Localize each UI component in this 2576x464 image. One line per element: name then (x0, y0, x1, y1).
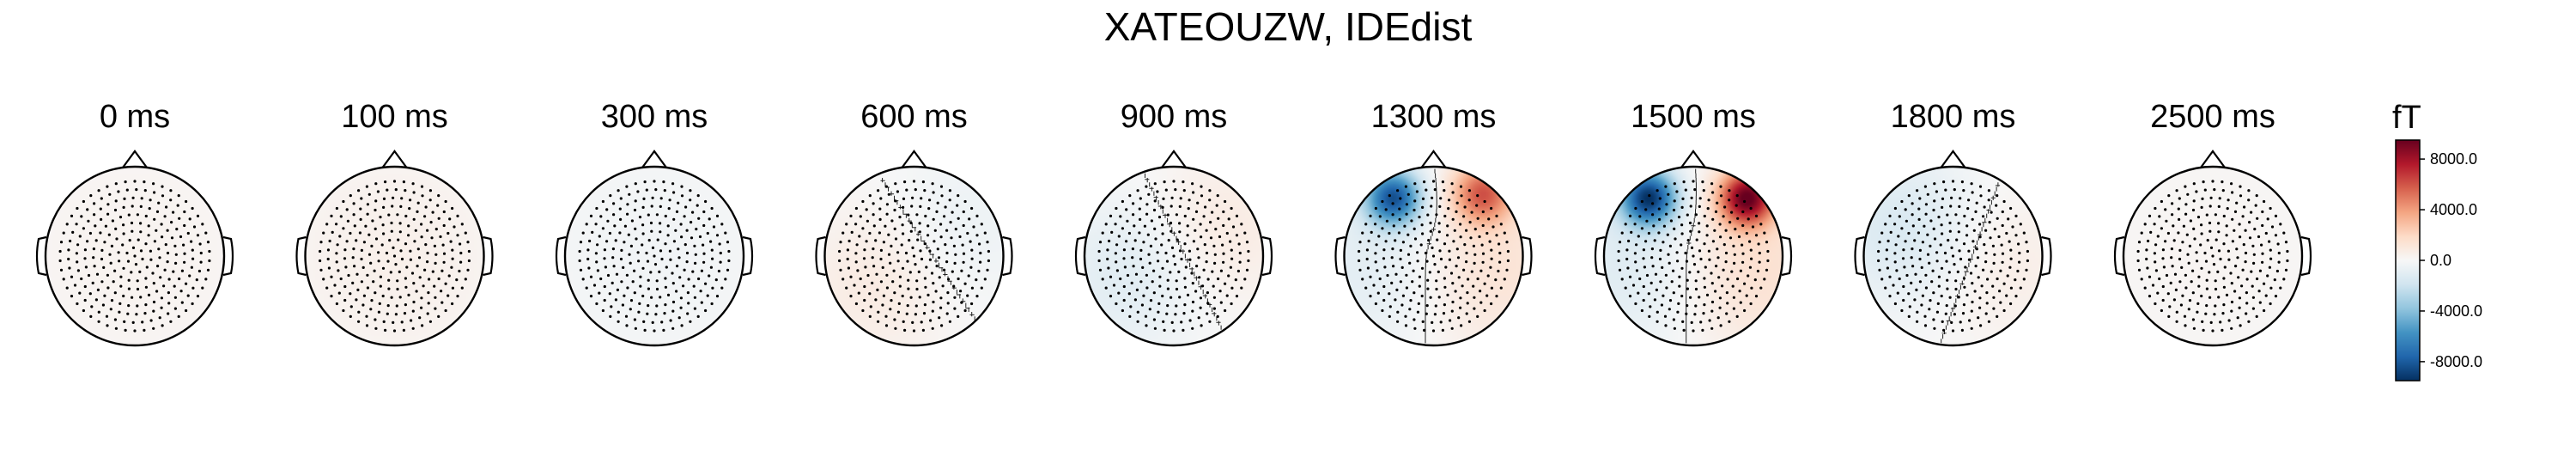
sensor-dots (838, 180, 990, 333)
time-label: 600 ms (860, 99, 968, 135)
head-map (1074, 150, 1273, 347)
topomap-panel: 1300 ms (1334, 99, 1533, 347)
topomap-panel: 0 ms (35, 99, 234, 347)
nose-outline (381, 150, 408, 168)
time-label: 300 ms (601, 99, 708, 135)
right-ear-outline (1522, 235, 1533, 277)
nose-outline (901, 150, 927, 168)
nose-outline (1420, 150, 1447, 168)
topomap-panel: 300 ms (555, 99, 754, 347)
topomap-panels: 0 ms 100 ms 300 ms 600 ms 900 ms 1300 ms 1500 … (35, 99, 2312, 347)
right-ear-outline (483, 235, 494, 277)
left-ear-outline (1594, 235, 1606, 277)
nose-outline (1161, 150, 1187, 168)
right-ear-outline (742, 235, 754, 277)
head-outline (304, 165, 485, 347)
time-label: 1800 ms (1891, 99, 2016, 135)
right-ear-outline (1002, 235, 1013, 277)
head-outline (1083, 165, 1265, 347)
time-label: 1300 ms (1371, 99, 1497, 135)
left-ear-outline (815, 235, 826, 277)
time-label: 0 ms (100, 99, 170, 135)
head-map (815, 150, 1013, 347)
topomap-panel: 100 ms (295, 99, 494, 347)
head-outline (44, 165, 226, 347)
right-ear-outline (1781, 235, 1793, 277)
colorbar-tick-label: -8000.0 (2430, 353, 2482, 370)
zero-contour (1937, 182, 2001, 345)
head-map (1334, 150, 1533, 347)
left-ear-outline (1074, 235, 1086, 277)
nose-outline (2200, 150, 2226, 168)
colorbar-tick-label: 4000.0 (2430, 201, 2477, 218)
left-ear-outline (35, 235, 47, 277)
colorbar-tick-label: 0.0 (2430, 252, 2451, 269)
zero-contour (1145, 173, 1225, 333)
left-ear-outline (2113, 235, 2125, 277)
left-ear-outline (1334, 235, 1346, 277)
head-outline (823, 165, 1005, 347)
sensor-dots (1097, 180, 1250, 333)
sensor-dots (319, 180, 471, 333)
sensor-dots (2136, 180, 2289, 333)
head-map (2113, 150, 2312, 347)
sensor-dots (1877, 180, 2029, 333)
sensor-dots (578, 180, 731, 333)
time-label: 1500 ms (1631, 99, 1756, 135)
right-ear-outline (1261, 235, 1273, 277)
time-label: 900 ms (1121, 99, 1228, 135)
nose-outline (1680, 150, 1706, 168)
right-ear-outline (2041, 235, 2052, 277)
head-outline (1862, 165, 2044, 347)
left-ear-outline (555, 235, 567, 277)
head-map (295, 150, 494, 347)
zero-contour (880, 178, 975, 321)
left-ear-outline (1854, 235, 1865, 277)
head-map (35, 150, 234, 347)
nose-outline (122, 150, 148, 168)
head-outline (563, 165, 745, 347)
topomap-panel: 600 ms (815, 99, 1013, 347)
head-map (1854, 150, 2052, 347)
head-outline (1602, 165, 1784, 347)
topomap-panel: 1500 ms (1594, 99, 1793, 347)
head-outline (1343, 165, 1524, 347)
head-outline (2122, 165, 2304, 347)
colorbar-tick-label: -4000.0 (2430, 302, 2482, 320)
head-map (1594, 150, 1793, 347)
head-map (555, 150, 754, 347)
left-ear-outline (295, 235, 307, 277)
time-label: 100 ms (341, 99, 448, 135)
topomap-panel: 1800 ms (1854, 99, 2052, 347)
nose-outline (641, 150, 667, 168)
colorbar: fT 8000.0 4000.0 0.0 -4000.0 -8000.0 (2392, 100, 2482, 382)
colorbar-gradient (2395, 139, 2421, 382)
colorbar-unit-label: fT (2392, 100, 2421, 136)
sensor-dots (1358, 180, 1510, 333)
page-title: XATEOUZW, IDEdist (1103, 4, 1473, 49)
right-ear-outline (222, 235, 234, 277)
time-label: 2500 ms (2150, 99, 2275, 135)
topomap-panel: 900 ms (1074, 99, 1273, 347)
right-ear-outline (2300, 235, 2312, 277)
nose-outline (1940, 150, 1966, 168)
sensor-dots (58, 180, 211, 333)
sensor-dots (1617, 180, 1770, 333)
colorbar-tick-label: 8000.0 (2430, 150, 2477, 168)
topomap-panel: 2500 ms (2113, 99, 2312, 347)
zero-contour (1425, 168, 1437, 344)
